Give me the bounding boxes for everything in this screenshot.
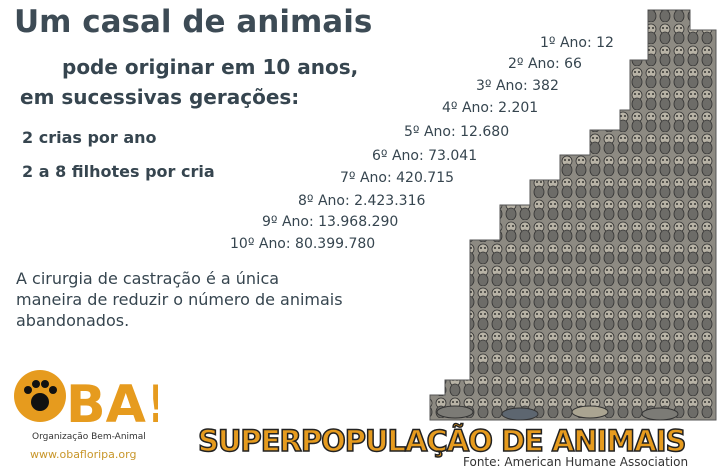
fact-pups: 2 a 8 filhotes por cria	[22, 162, 215, 181]
year-7: 7º Ano: 420.715	[340, 170, 455, 186]
svg-text:BA!: BA!	[66, 375, 158, 432]
logo-org-name: Organização Bem-Animal	[32, 432, 146, 442]
paw-icon	[31, 393, 49, 411]
source-credit: Fonte: American Humane Association	[463, 455, 689, 469]
subtitle-line-1: pode originar em 10 anos,	[62, 55, 359, 79]
website-link[interactable]: www.obafloripa.org	[30, 448, 137, 461]
headline: SUPERPOPULAÇÃO DE ANIMAIS	[197, 423, 687, 459]
year-6: 6º Ano: 73.041	[372, 148, 478, 164]
year-10: 10º Ano: 80.399.780	[230, 236, 376, 252]
year-9: 9º Ano: 13.968.290	[262, 214, 399, 230]
message: A cirurgia de castração é a única maneir…	[16, 269, 343, 330]
year-8: 8º Ano: 2.423.316	[298, 193, 426, 209]
year-4: 4º Ano: 2.201	[442, 100, 539, 116]
fact-litters: 2 crias por ano	[22, 128, 157, 147]
year-2: 2º Ano: 66	[508, 56, 582, 72]
year-1: 1º Ano: 12	[540, 35, 614, 51]
title: Um casal de animais	[14, 4, 373, 40]
year-3: 3º Ano: 382	[476, 78, 559, 94]
subtitle-line-2: em sucessivas gerações:	[20, 85, 300, 109]
oba-logo: BA!	[14, 370, 158, 432]
year-5: 5º Ano: 12.680	[404, 124, 510, 140]
